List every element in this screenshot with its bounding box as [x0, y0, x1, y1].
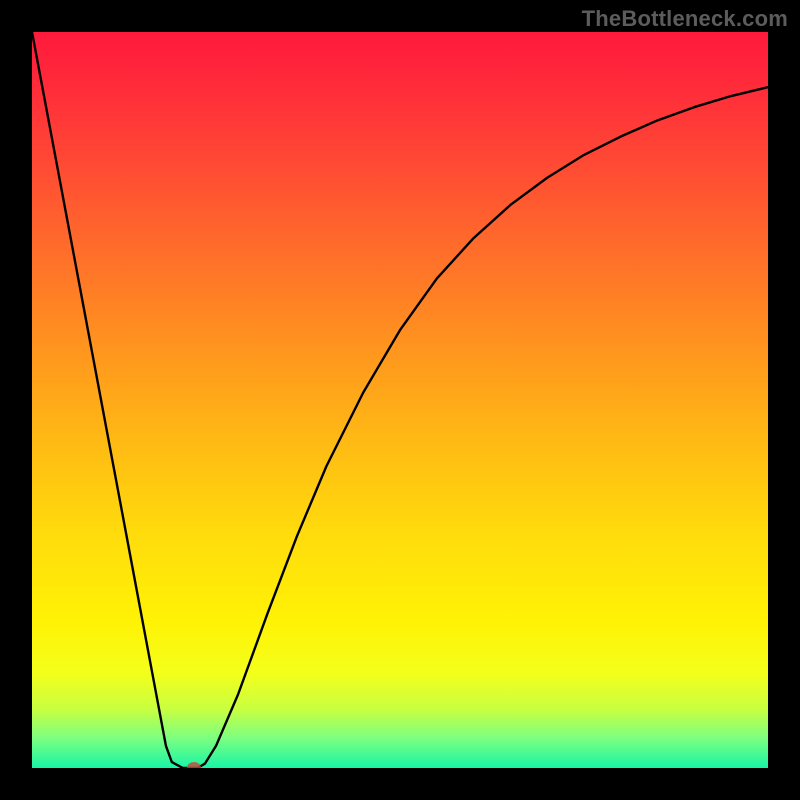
watermark-text: TheBottleneck.com [582, 6, 788, 32]
optimal-point-marker [187, 762, 201, 768]
bottleneck-curve [32, 32, 768, 768]
plot-area [32, 32, 768, 768]
